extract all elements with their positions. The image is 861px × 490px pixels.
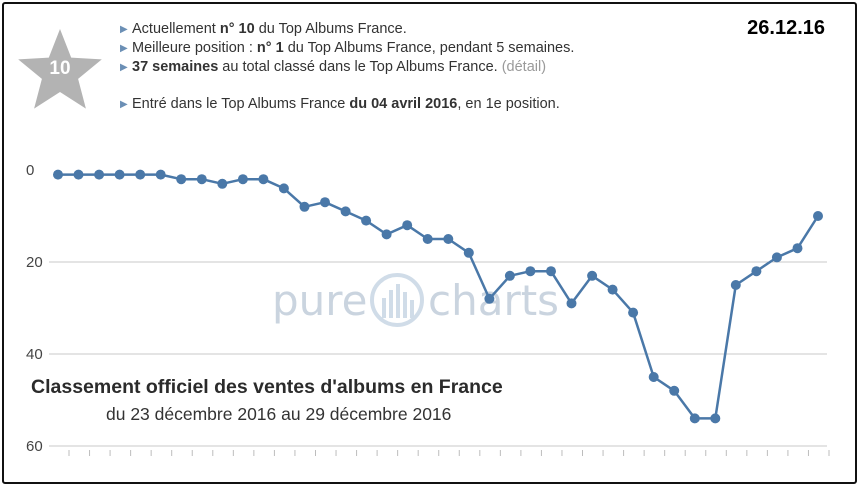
- data-point: [155, 169, 166, 180]
- data-point: [525, 266, 536, 277]
- caption-box: Classement officiel des ventes d'albums …: [24, 370, 614, 437]
- chart-card: 10 ▶ Actuellement n° 10 du Top Albums Fra…: [2, 2, 857, 484]
- data-point: [422, 234, 433, 244]
- data-point: [278, 183, 289, 194]
- data-point: [114, 169, 125, 180]
- data-point: [546, 266, 556, 277]
- data-point: [299, 201, 310, 212]
- data-point: [587, 270, 598, 281]
- info-line-weeks: ▶ 37 semaines au total classé dans le Top…: [120, 59, 547, 75]
- triangle-bullet-icon: ▶: [120, 24, 128, 35]
- watermark-left: pure: [272, 276, 367, 325]
- data-point: [340, 206, 351, 217]
- y-tick-label: 20: [26, 254, 43, 271]
- data-point: [689, 413, 700, 424]
- rank-badge: 10: [14, 26, 106, 112]
- watermark-logo-icon: [370, 273, 424, 327]
- data-point: [648, 372, 659, 382]
- data-point: [443, 234, 454, 244]
- info-line-current: ▶ Actuellement n° 10 du Top Albums France…: [120, 21, 407, 37]
- data-point: [484, 293, 495, 304]
- data-point: [53, 169, 63, 180]
- data-point: [730, 280, 741, 290]
- caption-subtitle: du 23 décembre 2016 au 29 décembre 2016: [106, 404, 452, 424]
- data-point: [792, 243, 803, 254]
- data-point: [771, 252, 782, 263]
- detail-link[interactable]: (détail): [501, 59, 547, 75]
- data-point: [258, 174, 269, 185]
- y-tick-label: 40: [26, 346, 43, 363]
- y-tick-label: 0: [26, 162, 34, 179]
- info-block: ▶ Actuellement n° 10 du Top Albums France…: [120, 20, 574, 114]
- data-point: [710, 413, 721, 424]
- data-point: [320, 197, 330, 208]
- data-point: [504, 270, 515, 281]
- data-point: [402, 220, 413, 231]
- caption-title: Classement officiel des ventes d'albums …: [31, 376, 503, 398]
- data-point: [463, 247, 474, 258]
- y-tick-label: 60: [26, 438, 43, 455]
- data-point: [135, 169, 146, 180]
- info-line-best: ▶ Meilleure position : n° 1 du Top Albums…: [120, 40, 575, 56]
- data-point: [628, 307, 639, 318]
- data-point: [73, 169, 84, 180]
- data-point: [607, 284, 618, 295]
- triangle-bullet-icon: ▶: [120, 43, 128, 54]
- info-line-entry: ▶ Entré dans le Top Albums France du 04 a…: [120, 96, 560, 112]
- data-point: [217, 178, 228, 189]
- data-point: [566, 298, 577, 309]
- triangle-bullet-icon: ▶: [120, 62, 128, 73]
- data-point: [813, 211, 823, 221]
- chart-date: 26.12.16: [747, 17, 825, 39]
- data-point: [196, 174, 207, 185]
- data-point: [751, 266, 762, 277]
- current-rank: 10: [49, 58, 71, 79]
- triangle-bullet-icon: ▶: [120, 99, 128, 110]
- data-point: [361, 215, 372, 226]
- data-point: [669, 385, 680, 396]
- data-point: [237, 174, 248, 185]
- data-point: [94, 169, 105, 180]
- position-chart: 0 20 40 60: [26, 162, 830, 456]
- data-point: [176, 174, 187, 185]
- data-point: [381, 229, 392, 240]
- star-icon: [18, 29, 102, 109]
